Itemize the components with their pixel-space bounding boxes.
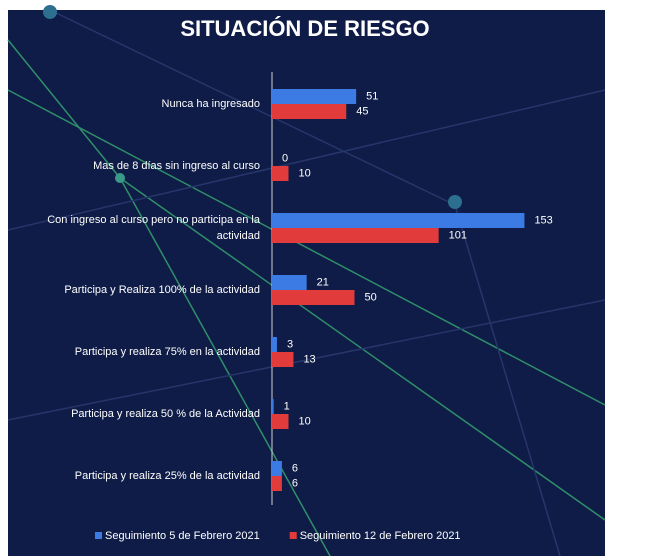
bar [272,275,307,290]
value-label: 6 [292,462,298,474]
y-tick-label: Mas de 8 días sin ingreso al curso [93,160,260,172]
decor-dot [115,173,125,183]
value-label: 3 [287,338,293,350]
y-tick-label: Con ingreso al curso pero no participa e… [47,214,260,242]
bar [272,476,282,491]
value-label: 101 [449,229,467,241]
chart-title: SITUACIÓN DE RIESGO [180,16,429,41]
legend-swatch [289,532,297,539]
decor-line [49,9,456,206]
y-tick-label: Nunca ha ingresado [161,98,260,110]
value-label: 21 [317,276,329,288]
decor-line [454,204,561,556]
y-tick-label: Participa y realiza 25% de la actividad [74,470,260,482]
value-label: 50 [365,291,377,303]
decor-line [7,89,606,231]
y-tick-label: Participa y realiza 50 % de la Actividad [71,408,260,420]
legend-label: Seguimiento 12 de Febrero 2021 [300,530,461,542]
decor-line [119,177,331,556]
bar [272,399,274,414]
decoration [7,5,606,556]
bar [272,414,289,429]
y-tick-label: Participa y realiza 75% en la actividad [74,346,260,358]
value-label: 45 [356,105,368,117]
bar [272,89,357,104]
value-label: 153 [534,214,552,226]
decor-line [7,39,121,179]
decor-dot [43,5,57,19]
decor-line [7,89,606,406]
y-tick-label: Participa y Realiza 100% de la actividad [64,284,260,296]
bar [272,290,355,305]
bar [272,228,439,243]
value-label: 0 [282,152,288,164]
bar [272,166,289,181]
value-label: 6 [292,477,298,489]
decor-dot [448,195,462,209]
value-label: 13 [303,353,315,365]
bar [272,461,282,476]
bar [272,213,525,228]
legend-label: Seguimiento 5 de Febrero 2021 [105,530,260,542]
legend-swatch [95,532,102,539]
value-label: 10 [299,167,311,179]
bar [272,104,347,119]
value-label: 51 [366,90,378,102]
bar [272,337,277,352]
decor-line [7,299,606,421]
value-label: 10 [299,415,311,427]
value-label: 1 [284,400,290,412]
bar [272,352,294,367]
